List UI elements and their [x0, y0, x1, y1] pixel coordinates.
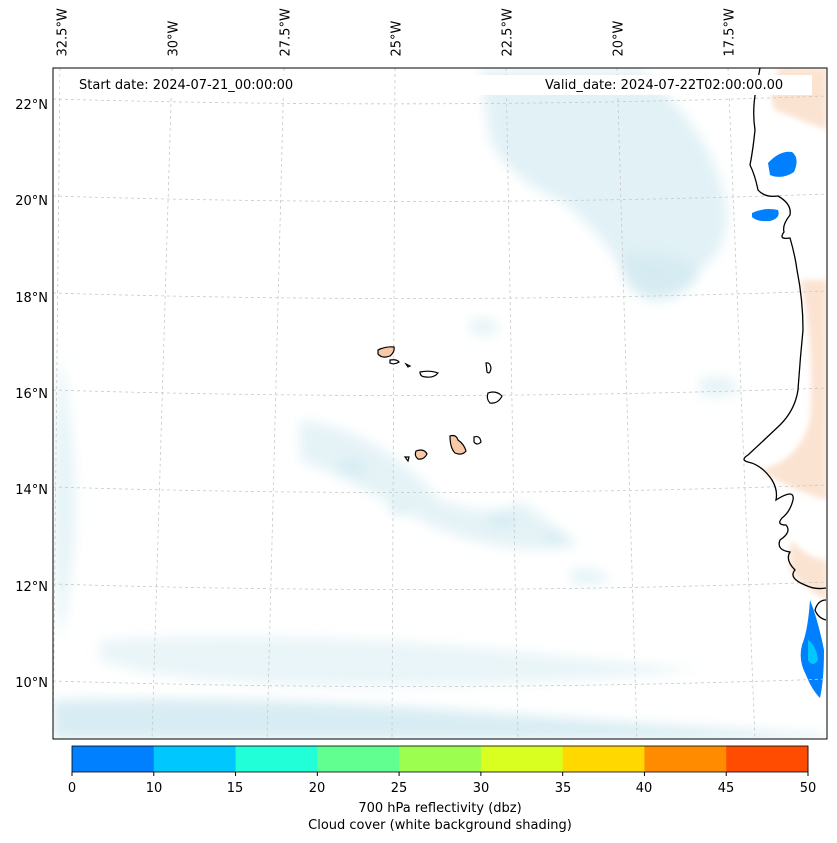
colorbar [71, 745, 809, 776]
colorbar-swatch [72, 746, 155, 772]
colorbar-tick-label: 50 [799, 781, 817, 796]
lon-label: 30°W [166, 20, 182, 57]
reflectivity-cell [752, 209, 779, 222]
lon-label: 32.5°W [55, 8, 71, 57]
lon-label: 22.5°W [500, 8, 516, 57]
coastline [743, 68, 827, 621]
island [389, 359, 400, 365]
lon-label: 27.5°W [278, 8, 294, 57]
island [403, 456, 410, 463]
cloud-cover-shading [53, 70, 827, 739]
colorbar-swatch [399, 746, 482, 772]
colorbar-swatch [235, 746, 318, 772]
lat-label: 10°N [15, 676, 48, 691]
colorbar-frame [71, 745, 809, 773]
colorbar-swatch [562, 746, 645, 772]
island [473, 435, 482, 445]
island [419, 370, 439, 378]
map-area [53, 68, 827, 739]
start-label-box [60, 75, 330, 95]
lat-label: 12°N [15, 580, 48, 595]
colorbar-swatch [644, 746, 727, 772]
colorbar-tick-label: 35 [554, 781, 572, 796]
lon-label: 25°W [389, 20, 405, 57]
lon-label: 20°W [611, 20, 627, 57]
island [449, 434, 467, 455]
colorbar-tick-label: 25 [390, 781, 408, 796]
lat-label: 22°N [15, 98, 48, 113]
lat-label: 18°N [15, 291, 48, 306]
valid-date-label: Valid_date: 2024-07-22T02:00:00.00 [545, 78, 784, 93]
colorbar-swatch [317, 746, 400, 772]
colorbar-swatch [726, 746, 809, 772]
island [485, 362, 492, 374]
colorbar-label: 700 hPa reflectivity (dbz) [358, 801, 522, 816]
colorbar-swatch [153, 746, 237, 772]
cape-verde-islands [377, 346, 503, 463]
start-date-label: Start date: 2024-07-21_00:00:00 [79, 78, 294, 93]
map-frame [52, 67, 828, 740]
colorbar-tick-label: 20 [308, 781, 326, 796]
colorbar-swatch [480, 746, 564, 772]
lat-label: 16°N [15, 387, 48, 402]
reflectivity-shading [752, 151, 824, 698]
valid-label-box [440, 75, 812, 95]
colorbar-tick-label: 45 [717, 781, 735, 796]
lat-label: 20°N [15, 194, 48, 209]
colorbar-tick-label: 15 [226, 781, 244, 796]
colorbar-tick-label: 30 [472, 781, 490, 796]
graticule [53, 68, 827, 739]
island [377, 346, 395, 358]
colorbar-tick-label: 10 [145, 781, 163, 796]
reflectivity-cell [768, 151, 797, 177]
island [414, 449, 428, 460]
island [486, 391, 503, 404]
colorbar-tick-label: 40 [635, 781, 653, 796]
colorbar-tick-label: 0 [67, 781, 77, 796]
colorbar-sublabel: Cloud cover (white background shading) [308, 818, 572, 833]
lat-label: 14°N [15, 483, 48, 498]
island [404, 362, 412, 368]
lon-label: 17.5°W [722, 8, 738, 57]
reflectivity-core [808, 640, 818, 664]
